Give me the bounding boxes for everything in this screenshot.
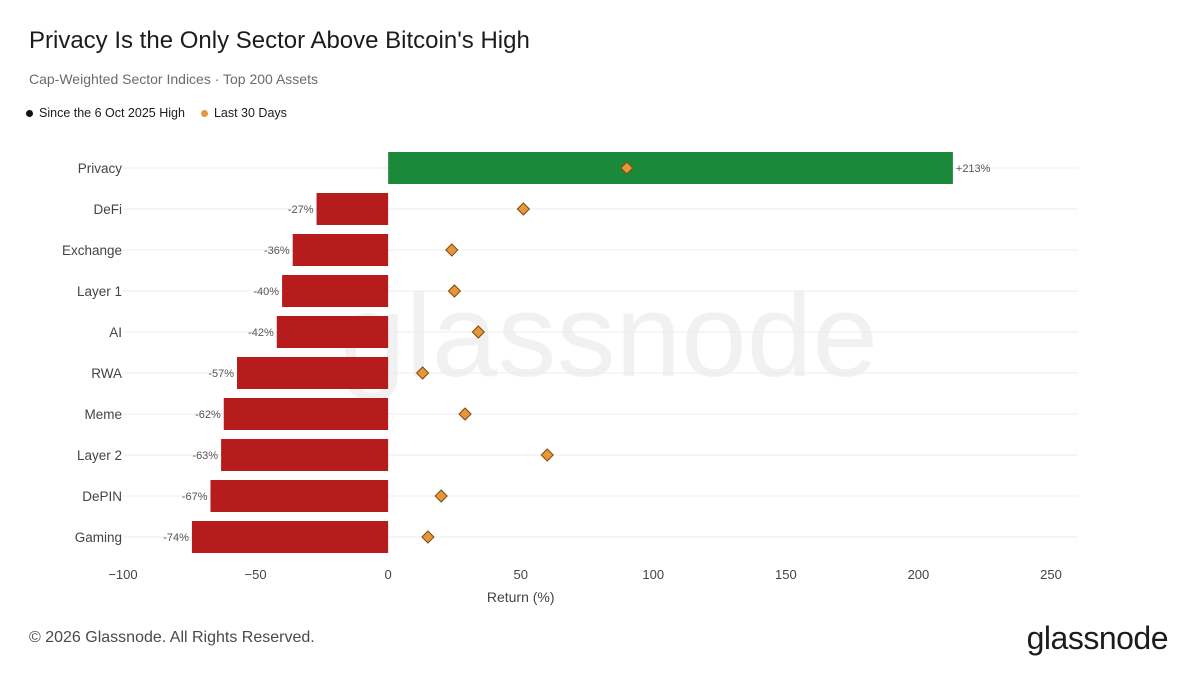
legend-label: Since the 6 Oct 2025 High — [39, 106, 185, 120]
category-label: Exchange — [62, 243, 122, 258]
scatter-point — [540, 448, 554, 462]
data-label: -57% — [208, 368, 234, 380]
bar — [276, 316, 389, 348]
x-tick-label: −100 — [108, 567, 137, 582]
category-label: DeFi — [93, 202, 122, 217]
category-label: Layer 2 — [77, 448, 122, 463]
data-label: -42% — [248, 327, 274, 339]
legend-item-since-high: Since the 6 Oct 2025 High — [26, 106, 185, 120]
data-label: -62% — [195, 409, 221, 421]
data-label: -67% — [182, 491, 208, 503]
category-label: Layer 1 — [77, 284, 122, 299]
category-label: Privacy — [78, 161, 123, 176]
bar — [221, 439, 389, 471]
chart-title: Privacy Is the Only Sector Above Bitcoin… — [29, 27, 530, 54]
bar — [191, 521, 389, 553]
category-label: AI — [109, 325, 122, 340]
legend: Since the 6 Oct 2025 High Last 30 Days — [26, 106, 303, 120]
chart-subtitle: Cap-Weighted Sector Indices · Top 200 As… — [29, 71, 318, 87]
x-tick-label: −50 — [245, 567, 267, 582]
brand-logo: glassnode — [1026, 620, 1169, 656]
scatter-point — [458, 407, 472, 421]
scatter-point — [415, 366, 430, 380]
legend-dot-icon — [200, 109, 208, 117]
bar — [292, 234, 389, 266]
data-label: -36% — [264, 245, 290, 257]
x-tick-label: 200 — [908, 567, 930, 582]
data-label: -40% — [253, 286, 279, 298]
x-tick-label: 250 — [1040, 567, 1062, 582]
copyright-text: © 2026 Glassnode. All Rights Reserved. — [29, 629, 315, 646]
scatter-point — [620, 161, 634, 175]
scatter-point — [447, 284, 462, 298]
bar — [223, 398, 389, 430]
x-tick-label: 0 — [385, 567, 392, 582]
legend-label: Last 30 Days — [213, 106, 287, 120]
category-label: Meme — [84, 407, 122, 422]
scatter-point — [445, 243, 459, 257]
bar — [237, 357, 389, 389]
data-label: -27% — [288, 204, 314, 216]
scatter-point — [434, 489, 448, 503]
category-label: DePIN — [82, 489, 122, 504]
data-label: -63% — [192, 450, 218, 462]
bar — [210, 480, 389, 512]
scatter-point — [421, 530, 435, 544]
bar — [316, 193, 389, 225]
scatter-point — [516, 202, 531, 216]
bar — [388, 152, 953, 184]
x-tick-label: 100 — [642, 567, 664, 582]
scatter-point — [471, 325, 485, 339]
category-label: RWA — [91, 366, 122, 381]
x-axis-title: Return (%) — [487, 589, 555, 605]
data-label: +213% — [956, 163, 991, 175]
x-tick-label: 150 — [775, 567, 797, 582]
legend-item-last-30-days: Last 30 Days — [200, 106, 287, 120]
legend-dot-icon — [26, 109, 33, 117]
x-tick-label: 50 — [513, 567, 527, 582]
data-label: -74% — [163, 532, 189, 544]
category-label: Gaming — [75, 530, 122, 545]
bar — [282, 275, 389, 307]
